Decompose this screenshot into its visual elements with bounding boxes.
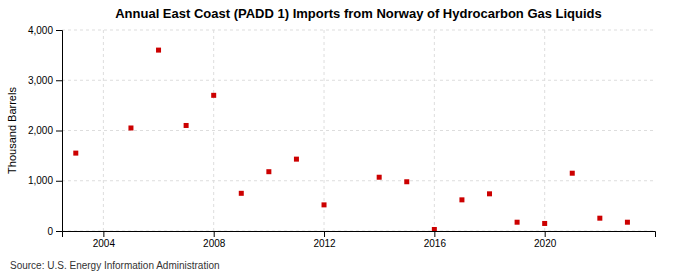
tick-mark (103, 231, 104, 237)
grid-line (544, 30, 545, 231)
point (128, 125, 133, 130)
tick: 0 (47, 226, 62, 237)
y-axis: 0 1,000 2,000 3,000 4,000 (28, 25, 63, 237)
tick-label: 2008 (203, 238, 226, 249)
point (294, 157, 299, 162)
point (542, 221, 547, 226)
point (515, 220, 520, 225)
grid-line (324, 30, 325, 231)
grid-line (62, 130, 655, 131)
y-axis-title: Thousand Barrels (6, 87, 18, 174)
grid (62, 30, 655, 231)
chart: 2004 2008 2012 2016 2020 0 1,000 2,000 3,000 4,00… (0, 0, 675, 275)
axis-line (56, 31, 63, 232)
point (432, 227, 437, 231)
grid-line (62, 180, 655, 181)
tick-mark (434, 231, 435, 237)
tick-mark (56, 30, 62, 31)
tick-label: 4,000 (28, 25, 53, 36)
tick-label: 2004 (93, 238, 116, 249)
tick-mark (56, 131, 62, 132)
tick: 1,000 (28, 175, 62, 186)
source-note: Source: U.S. Energy Information Administ… (10, 260, 220, 271)
plot: 2004 2008 2012 2016 2020 0 1,000 2,000 3,000 4,00… (28, 25, 656, 249)
tick-label: 2020 (534, 238, 557, 249)
point (625, 220, 630, 225)
tick-label: 2,000 (28, 125, 53, 136)
tick-mark (545, 231, 546, 237)
axis-line (63, 232, 656, 238)
point (404, 179, 409, 184)
point (156, 48, 161, 53)
tick-label: 1,000 (28, 175, 53, 186)
tick-mark (214, 231, 215, 237)
grid-line (62, 30, 655, 31)
point (597, 216, 602, 221)
tick-mark (324, 231, 325, 237)
point (377, 175, 382, 180)
tick-label: 2016 (424, 238, 447, 249)
grid-line (213, 30, 214, 231)
point (322, 202, 327, 207)
tick: 2016 (424, 231, 447, 249)
tick-mark (56, 80, 62, 81)
point (570, 171, 575, 176)
tick-mark (56, 231, 62, 232)
x-axis: 2004 2008 2012 2016 2020 (63, 231, 656, 249)
tick: 2004 (93, 231, 116, 249)
point (184, 123, 189, 128)
tick-mark (56, 181, 62, 182)
points (73, 48, 630, 231)
tick: 2012 (313, 231, 336, 249)
point (459, 197, 464, 202)
point (239, 191, 244, 196)
grid-line (434, 30, 435, 231)
tick: 3,000 (28, 75, 62, 86)
tick: 2008 (203, 231, 226, 249)
title: Annual East Coast (PADD 1) Imports from … (115, 6, 602, 21)
grid-line (62, 80, 655, 81)
point (211, 93, 216, 98)
point (73, 151, 78, 156)
tick-label: 0 (47, 226, 53, 237)
tick-label: 3,000 (28, 75, 53, 86)
grid-line (103, 30, 104, 231)
tick: 2,000 (28, 125, 62, 136)
tick: 4,000 (28, 25, 62, 36)
point (266, 169, 271, 174)
tick-label: 2012 (313, 238, 336, 249)
tick: 2020 (534, 231, 557, 249)
point (487, 191, 492, 196)
